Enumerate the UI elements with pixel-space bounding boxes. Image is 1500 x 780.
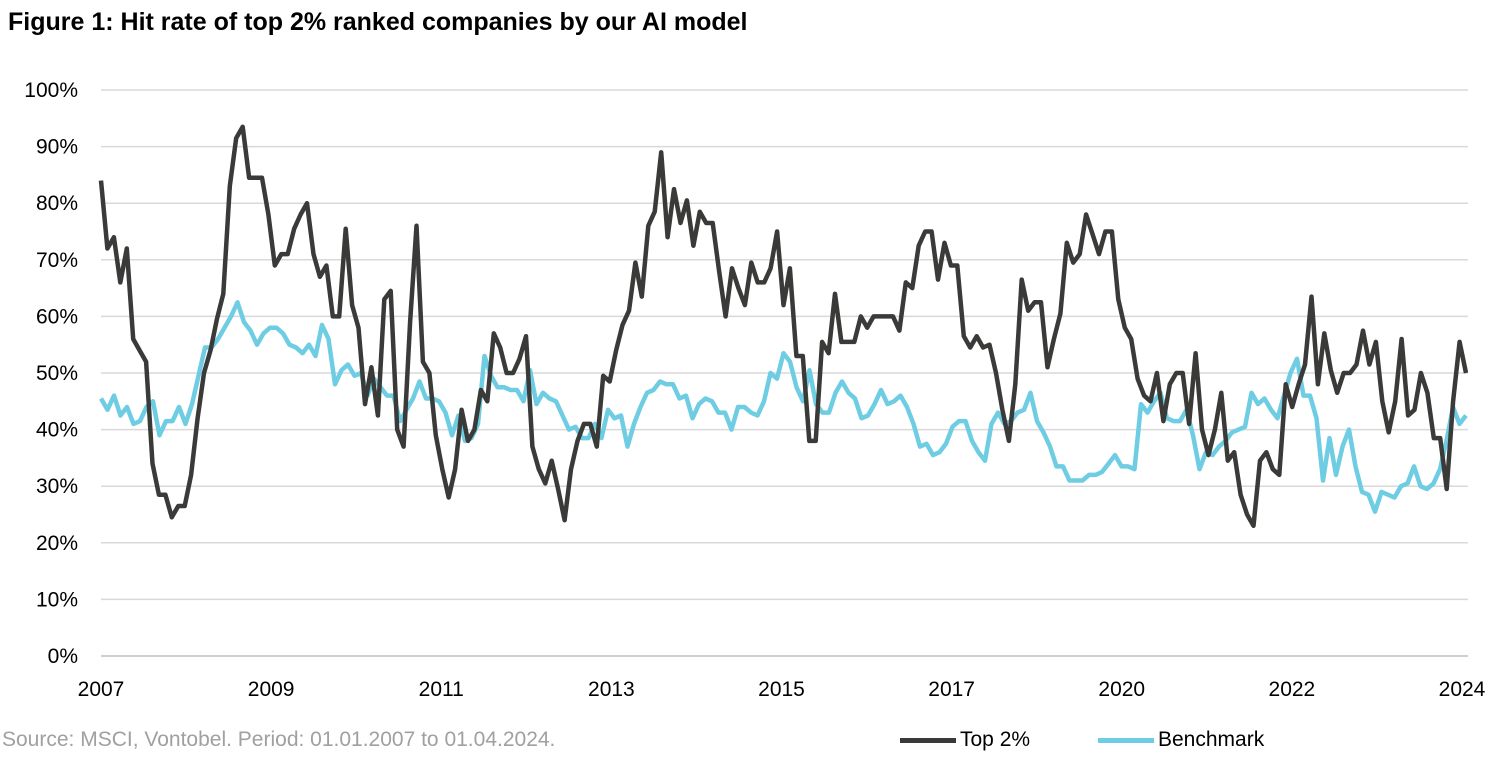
y-tick-label: 20% bbox=[36, 532, 78, 555]
y-tick-label: 80% bbox=[36, 192, 78, 215]
series-line-top-2- bbox=[98, 124, 1469, 529]
legend-item-top2: Top 2% bbox=[900, 728, 1030, 752]
x-tick-label: 2015 bbox=[758, 678, 805, 701]
x-tick-label: 2017 bbox=[928, 678, 975, 701]
legend-swatch-benchmark bbox=[1098, 737, 1154, 743]
x-tick-label: 2007 bbox=[78, 678, 125, 701]
y-tick-label: 40% bbox=[36, 419, 78, 442]
chart-title: Figure 1: Hit rate of top 2% ranked comp… bbox=[8, 8, 748, 36]
x-tick-label: 2020 bbox=[1098, 678, 1145, 701]
y-tick-label: 100% bbox=[24, 79, 78, 102]
series-line-benchmark bbox=[99, 300, 1468, 514]
x-tick-label: 2011 bbox=[419, 678, 464, 701]
y-tick-label: 10% bbox=[36, 588, 78, 611]
y-tick-label: 90% bbox=[36, 136, 78, 159]
x-tick-label: 2009 bbox=[248, 678, 295, 701]
x-tick-label: 2024 bbox=[1439, 678, 1486, 701]
x-tick-label: 2013 bbox=[588, 678, 635, 701]
gridlines bbox=[101, 89, 1468, 601]
x-axis-tick-labels: 2007 2009 2011 2013 2015 2017 2020 2022 2024 bbox=[78, 678, 1486, 701]
legend-item-benchmark: Benchmark bbox=[1098, 728, 1264, 752]
source-note: Source: MSCI, Vontobel. Period: 01.01.20… bbox=[2, 728, 556, 751]
legend-label-top2: Top 2% bbox=[960, 728, 1031, 751]
y-axis-tick-labels: 0% 10% 20% 30% 40% 50% 60% 70% 80% 90% 100% bbox=[24, 79, 78, 668]
y-tick-label: 50% bbox=[36, 362, 78, 385]
y-tick-label: 60% bbox=[36, 305, 78, 328]
legend-swatch-top2 bbox=[900, 737, 956, 743]
y-tick-label: 0% bbox=[48, 645, 78, 668]
y-tick-label: 30% bbox=[36, 475, 78, 498]
y-tick-label: 70% bbox=[36, 249, 78, 272]
line-chart: 0%10%20%30%40%50%60%70%80%90%100% 2007 20… bbox=[24, 79, 1486, 701]
legend-label-benchmark: Benchmark bbox=[1158, 728, 1265, 751]
x-tick-label: 2022 bbox=[1269, 678, 1316, 701]
